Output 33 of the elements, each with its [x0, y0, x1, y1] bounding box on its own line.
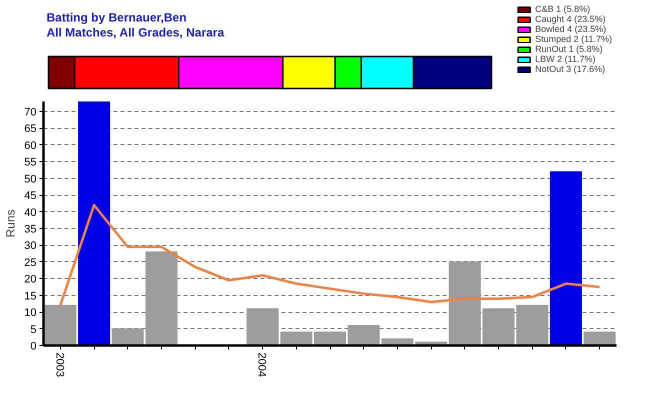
chart-subtitle: All Matches, All Grades, Narara [46, 26, 224, 40]
legend-label: LBW 2 (11.7%) [535, 54, 596, 64]
bar [584, 332, 616, 346]
y-tick-label: 25 [24, 256, 37, 269]
line-series [59, 204, 601, 307]
y-tick-label: 50 [24, 173, 37, 186]
legend-label: C&B 1 (5.8%) [535, 4, 590, 14]
x-tick-label: 2003 [53, 352, 66, 377]
y-tick-label: 0 [30, 340, 37, 352]
bar [44, 304, 76, 346]
legend-label: Caught 4 (23.5%) [535, 14, 606, 24]
legend-label: Bowled 4 (23.5%) [535, 24, 606, 34]
y-tick-label: 35 [24, 224, 37, 236]
y-tick-label: 60 [24, 140, 37, 152]
y-tick-label: 10 [24, 307, 37, 320]
bar [246, 308, 279, 346]
y-tick-label: 55 [24, 156, 37, 169]
y-tick-label: 45 [24, 190, 37, 202]
bar [550, 171, 582, 346]
y-tick-label: 70 [24, 106, 37, 119]
y-tick-label: 40 [24, 206, 37, 219]
y-tick-label: 15 [24, 290, 37, 302]
y-axis-title: Runs [3, 209, 18, 238]
y-tick-label: 65 [24, 123, 37, 136]
y-tick-label: 30 [24, 240, 37, 252]
x-tick-label: 2004 [256, 352, 268, 377]
legend-label: RunOut 1 (5.8%) [535, 44, 603, 54]
y-tick-label: 20 [24, 274, 37, 286]
legend-label: Stumped 2 (11.7%) [535, 34, 612, 44]
y-tick-label: 5 [30, 324, 37, 336]
legend-label: NotOut 3 (17.6%) [535, 64, 606, 74]
bar [78, 102, 110, 346]
chart-title: Batting by Bernauer,Ben [46, 10, 187, 24]
